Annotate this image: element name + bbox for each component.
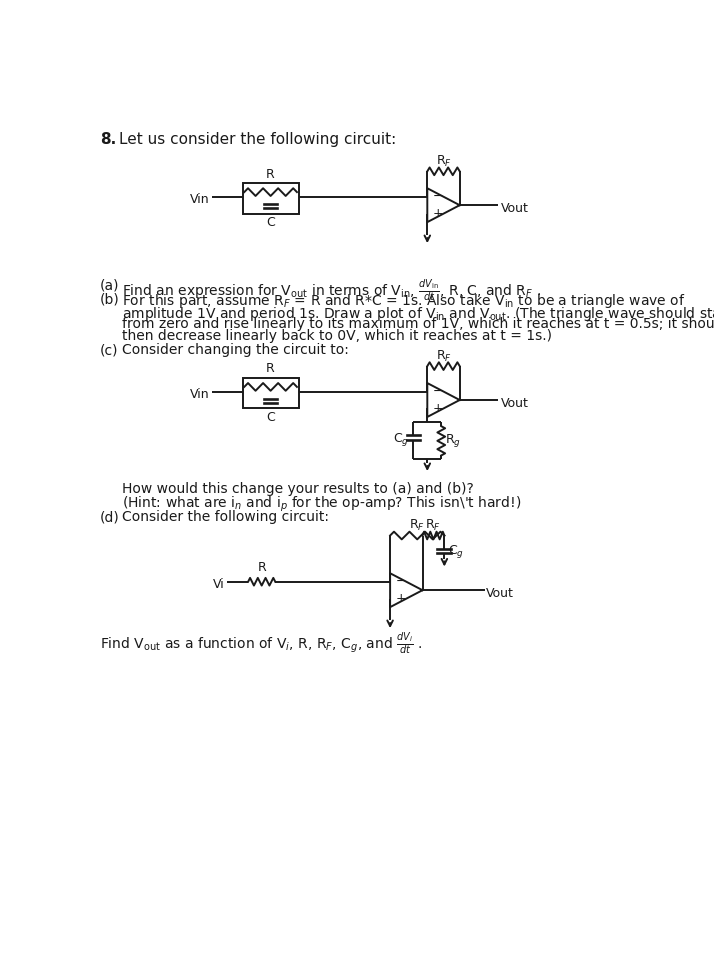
Text: R: R <box>266 363 275 375</box>
Text: then decrease linearly back to 0V, which it reaches at t = 1s.): then decrease linearly back to 0V, which… <box>122 330 552 343</box>
Text: C$_g$: C$_g$ <box>448 543 464 560</box>
Text: (b): (b) <box>100 293 120 306</box>
Text: +: + <box>433 402 443 415</box>
Text: Vi: Vi <box>213 578 225 591</box>
Text: +: + <box>396 592 406 606</box>
Text: How would this change your results to (a) and (b)?: How would this change your results to (a… <box>122 482 473 497</box>
Text: Vout: Vout <box>486 587 514 600</box>
Text: Find an expression for V$_\mathrm{out}$ in terms of V$_\mathrm{in}$, $\frac{dV_\: Find an expression for V$_\mathrm{out}$ … <box>122 278 540 304</box>
Bar <box>243 378 298 408</box>
Text: For this part, assume R$_F$ = R and R*C = 1s. Also take V$_\mathrm{in}$ to be a : For this part, assume R$_F$ = R and R*C … <box>122 293 685 310</box>
Text: Vin: Vin <box>190 388 209 401</box>
Text: (a): (a) <box>100 278 120 293</box>
Text: R: R <box>257 561 266 574</box>
Text: C: C <box>266 411 275 424</box>
Text: Find V$_\mathrm{out}$ as a function of V$_i$, R, R$_F$, C$_g$, and $\frac{dV_i}{: Find V$_\mathrm{out}$ as a function of V… <box>100 631 423 657</box>
Text: amplitude 1V and period 1s. Draw a plot of V$_\mathrm{in}$ and V$_\mathrm{out}$.: amplitude 1V and period 1s. Draw a plot … <box>122 304 714 323</box>
Text: C$_g$: C$_g$ <box>393 431 410 448</box>
Text: R$_F$: R$_F$ <box>436 349 451 364</box>
Text: Vin: Vin <box>190 193 209 206</box>
Bar <box>243 183 298 214</box>
Text: (c): (c) <box>100 343 119 357</box>
Text: from zero and rise linearly to its maximum of 1V, which it reaches at t = 0.5s; : from zero and rise linearly to its maxim… <box>122 317 714 330</box>
Text: R$_F$: R$_F$ <box>409 518 426 534</box>
Text: R$_g$: R$_g$ <box>445 433 461 449</box>
Text: 8.: 8. <box>100 132 116 147</box>
Text: R$_F$: R$_F$ <box>426 518 441 534</box>
Text: Consider changing the circuit to:: Consider changing the circuit to: <box>122 343 348 357</box>
Text: R: R <box>266 167 275 181</box>
Text: +: + <box>433 207 443 221</box>
Text: Vout: Vout <box>501 202 528 215</box>
Text: −: − <box>433 191 443 203</box>
Text: −: − <box>433 385 443 398</box>
Text: (Hint: what are i$_n$ and i$_p$ for the op-amp? This isn\'t hard!): (Hint: what are i$_n$ and i$_p$ for the … <box>122 495 521 514</box>
Text: Vout: Vout <box>501 397 528 409</box>
Text: R$_F$: R$_F$ <box>436 154 451 169</box>
Text: (d): (d) <box>100 510 120 524</box>
Text: −: − <box>396 575 406 588</box>
Text: Consider the following circuit:: Consider the following circuit: <box>122 510 329 524</box>
Text: Let us consider the following circuit:: Let us consider the following circuit: <box>119 132 396 147</box>
Text: C: C <box>266 216 275 229</box>
